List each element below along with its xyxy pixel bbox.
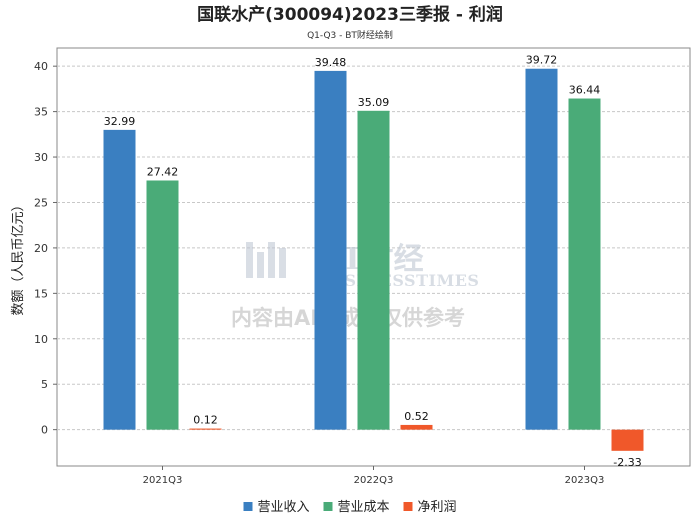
chart-subtitle: Q1-Q3 - BT财经绘制	[307, 29, 393, 41]
data-label: 0.52	[404, 410, 429, 423]
bar-3-2023q3	[611, 429, 644, 451]
y-tick-label: 0	[41, 424, 48, 437]
bars	[103, 68, 644, 451]
data-label: 36.44	[569, 84, 601, 97]
bar-2-2022q3	[357, 110, 390, 430]
legend-swatch	[323, 502, 333, 511]
data-label: 0.12	[193, 414, 218, 427]
data-label: 27.42	[147, 165, 179, 178]
data-label: 39.48	[315, 56, 347, 69]
x-axis-ticks: 2021Q3 2022Q3 2023Q3	[143, 466, 605, 486]
y-tick-label: 40	[34, 60, 48, 73]
legend-label: 净利润	[418, 500, 457, 515]
bar-1-2021q3	[103, 129, 136, 430]
watermark-logo-sub: BUSINESSTIMES	[316, 271, 479, 290]
bar-1-2022q3	[314, 70, 347, 430]
data-label: 39.72	[526, 54, 558, 67]
data-label: 35.09	[358, 96, 390, 109]
y-axis-ticks: 0 5 10 15 20 25 30 35 40	[34, 60, 57, 437]
legend: 营业收入 营业成本 净利润	[243, 500, 457, 515]
watermark-notice: 内容由AI生成，仅供参考	[231, 306, 465, 330]
bar-2-2023q3	[568, 98, 601, 430]
legend-label: 营业成本	[338, 500, 390, 515]
bar-3-2021q3	[189, 428, 222, 430]
y-tick-label: 15	[34, 287, 48, 300]
legend-swatch	[403, 502, 413, 511]
x-tick-label: 2022Q3	[354, 475, 394, 486]
data-labels: 32.99 27.42 0.12 39.48 35.09 0.52 39.72 36.44 -2…	[104, 54, 642, 469]
x-tick-label: 2021Q3	[143, 475, 183, 486]
y-tick-label: 5	[41, 378, 48, 391]
data-label: -2.33	[613, 456, 641, 469]
bar-3-2022q3	[400, 424, 433, 430]
y-axis-label: 数额（人民币亿元）	[11, 198, 26, 315]
watermark: BT财经 BUSINESSTIMES 内容由AI生成，仅供参考	[231, 242, 479, 330]
y-tick-label: 20	[34, 242, 48, 255]
watermark-logo-mark	[246, 242, 286, 278]
legend-label: 营业收入	[258, 500, 310, 515]
data-label: 32.99	[104, 115, 136, 128]
bar-2-2021q3	[146, 180, 179, 430]
x-tick-label: 2023Q3	[565, 475, 605, 486]
legend-swatch	[243, 502, 253, 511]
chart-title: 国联水产(300094)2023三季报 - 利润	[197, 4, 503, 25]
y-tick-label: 10	[34, 333, 48, 346]
y-tick-label: 25	[34, 196, 48, 209]
bar-1-2023q3	[525, 68, 558, 430]
y-tick-label: 35	[34, 106, 48, 119]
y-tick-label: 30	[34, 151, 48, 164]
